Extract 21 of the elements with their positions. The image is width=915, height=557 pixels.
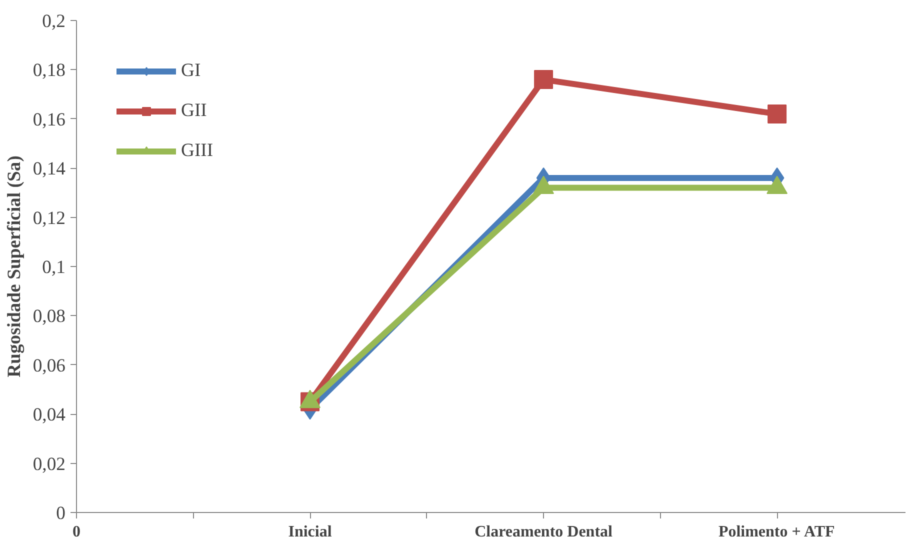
x-tick-label: 0 [72, 524, 80, 540]
y-tick-label: 0,18 [32, 60, 66, 82]
y-tick-label: 0,04 [32, 404, 66, 426]
y-tick-label: 0,14 [32, 158, 66, 180]
x-tick-label: Polimento + ATF [718, 524, 836, 540]
x-tick-label: Clareamento Dental [474, 524, 614, 540]
point [768, 104, 787, 124]
y-tick-label: 0,2 [42, 11, 66, 32]
legend-label: GI [181, 60, 201, 82]
y-tick-label: 0 [56, 503, 66, 524]
y-tick-label: 0,02 [32, 454, 66, 475]
legend-label: GIII [181, 140, 214, 162]
y-axis-title: Rugosidade Superficial (Sa) [4, 156, 25, 378]
y-tick-label: 0,12 [32, 208, 66, 229]
x-tick-label: Inicial [288, 524, 332, 540]
point [534, 70, 554, 90]
legend-label: GII [181, 100, 207, 122]
y-tick-label: 0,08 [32, 306, 66, 328]
y-tick-label: 0,16 [32, 109, 66, 130]
y-tick-label: 0,1 [42, 257, 66, 278]
y-tick-label: 0,06 [32, 355, 66, 376]
